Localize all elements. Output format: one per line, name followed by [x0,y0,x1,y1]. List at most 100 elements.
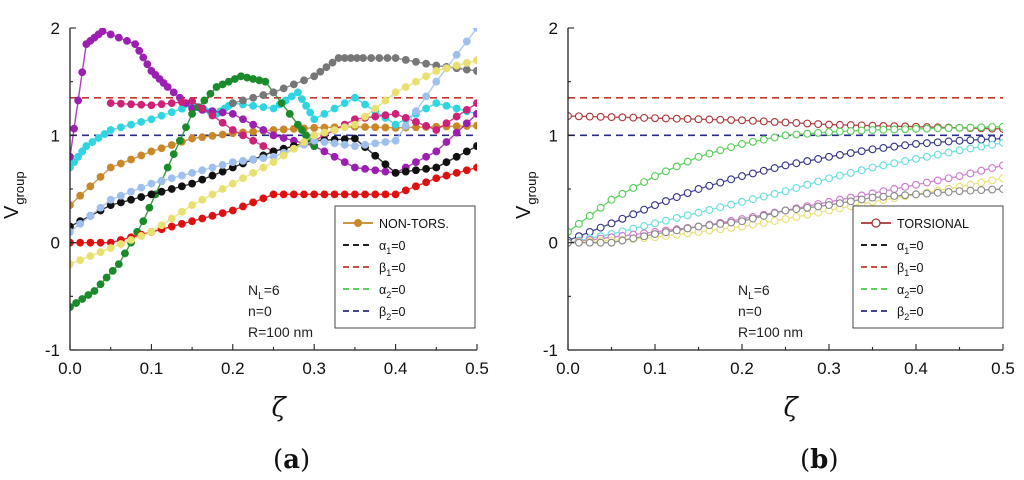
panel-a-data-point-interp [121,249,129,258]
panel-b-data-point-interp [672,226,681,235]
panel-b-data-point-interp [988,185,997,194]
panel-a-x-tick-label: 0.2 [221,359,245,378]
panel-a-data-point-interp [208,111,217,120]
panel-a-data-point [106,126,115,134]
panel-b-data-point-interp [890,142,899,151]
panel-b-series-navy [568,134,1003,245]
panel-a-data-point-interp [381,138,390,146]
panel-a-data-point-interp [442,171,451,180]
panel-a-data-point-interp [208,131,217,140]
panel-b-data-point [694,222,703,231]
panel-b-data-point-interp [988,164,997,173]
panel-b-x-tick-label: 0.4 [904,359,928,378]
panel-a-data-point [391,54,400,62]
panel-a-data-point-interp [422,164,431,173]
panel-a-data-point-interp [249,155,258,164]
panel-a-data-point-interp [88,138,97,146]
panel-a-data-point-interp [137,151,146,160]
panel-a-data-point-interp [371,139,380,148]
panel-a-data-point-interp [178,171,186,180]
panel-a-x-tick-label: 0.0 [58,359,82,378]
panel-b-data-point-interp [683,224,692,233]
panel-b-data-point-interp [618,214,627,223]
panel-a-data-point [228,179,237,188]
panel-a-data-point [473,67,477,75]
panel-a-data-point-interp [320,128,329,137]
panel-b-data-point-interp [618,189,627,198]
panel-b-data-point-interp [585,112,594,121]
panel-a-data-point-interp [452,152,461,161]
panel-b-data-point-interp [966,123,975,132]
panel-a-data-point-interp [70,124,78,133]
panel-b-data-point-interp [585,238,594,247]
panel-b-data-point-interp [629,234,638,243]
panel-b-y-tick-label: 1 [549,126,558,145]
panel-a-panel-label: (a) [273,445,310,475]
panel-b-data-point-interp [944,124,953,133]
panel-b-data-point-interp [944,137,953,146]
panel-a-annotation-r: R=100 nm [248,324,313,340]
panel-a-data-point-interp [381,96,390,105]
panel-a-data-point-interp [137,232,146,240]
panel-a-data-point-interp [106,30,115,39]
panel-a-data-point-interp [383,54,392,62]
panel-b-data-point-interp [803,210,812,219]
panel-b-data-point [999,122,1003,131]
panel-a-data-point-interp [78,68,87,77]
panel-b-data-point-interp [977,166,986,175]
panel-a-data-point-interp [167,222,176,231]
panel-a-data-point-interp [208,190,217,199]
panel-b-data-point [868,145,877,154]
panel-a-data-point-interp [249,120,258,129]
panel-a-legend-label: α2=0 [379,283,406,300]
panel-b-annotation-n: n=0 [738,303,762,319]
panel-a-data-point [163,83,172,91]
panel-b-data-point-interp [629,183,638,192]
panel-a-data-point-interp [96,173,105,181]
panel-a-data-point-interp [422,92,431,101]
panel-b-annotation-nl: NL=6 [738,282,770,302]
panel-b-data-point [912,124,920,133]
panel-b-data-point [738,116,746,125]
panel-a-data-point [350,142,359,150]
panel-a-data-point [163,163,172,172]
panel-a-data-point [98,28,107,36]
panel-b-data-point-interp [618,236,627,245]
panel-a-data-point-interp [116,159,125,168]
panel-a-data-point [391,120,400,129]
panel-a-data-point-interp [320,190,329,199]
panel-a-data-point [310,72,319,81]
panel-a-data-point-interp [249,93,258,102]
panel-a-data-point-interp [322,63,331,72]
panel-a-data-point [473,142,477,150]
panel-a-data-point-interp [361,164,369,173]
panel-b-x-tick-label: 0.1 [643,359,667,378]
panel-a-data-point [106,195,115,204]
panel-a-data-point-interp [279,151,288,160]
panel-a-data-point-interp [137,183,146,192]
panel-a-data-point-interp [371,151,380,160]
panel-a-data-point-interp [371,112,380,121]
panel-b-data-point [912,190,920,199]
panel-a-data-point-interp [249,168,258,177]
panel-a-data-point-interp [452,104,461,113]
panel-a-data-point [147,190,156,199]
panel-a-data-point-interp [442,101,451,110]
panel-a-data-point [310,190,319,199]
panel-b-data-point-interp [792,212,801,221]
panel-a-data-point-interp [249,127,258,136]
panel-a-data-point-interp [135,46,144,55]
panel-b-data-point [781,161,790,170]
panel-a-data-point-interp [167,174,176,183]
panel-b-data-point-interp [759,211,768,220]
panel-a-data-point-interp [371,166,380,175]
panel-a-x-tick-label: 0.5 [465,359,489,378]
panel-b-data-point-interp [716,203,725,212]
panel-a-data-point-interp [381,111,390,120]
panel-b-data-point-interp [748,214,757,223]
panel-b-data-point-interp [727,175,736,184]
panel-a-data-point-interp [218,209,227,218]
panel-b-legend-marker [871,218,881,228]
panel-a-data-point-interp [218,118,227,127]
panel-a-plot-area [70,28,477,311]
